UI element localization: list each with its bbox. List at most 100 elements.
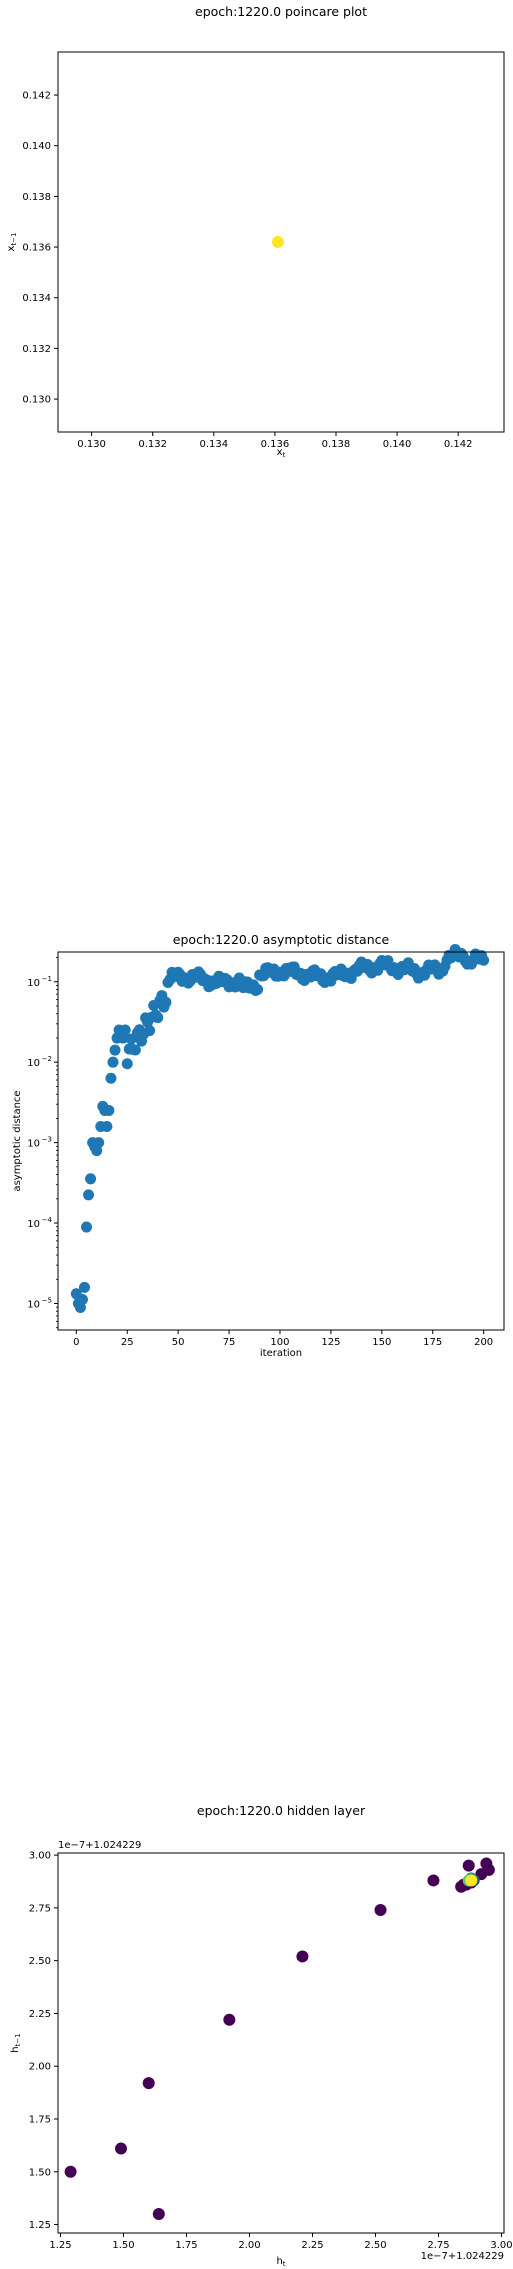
chart2-y-tick-label: 10: [27, 978, 40, 989]
chart2-point: [81, 1221, 93, 1233]
chart2-y-tick-label: 10: [27, 1219, 40, 1230]
chart2-point: [119, 1024, 131, 1036]
chart2-x-tick-label: 50: [172, 1337, 185, 1348]
chart3-point: [462, 1859, 475, 1872]
chart2-y-axis-label: asymptotic distance: [12, 1090, 23, 1191]
chart2-x-tick-label: 100: [270, 1337, 289, 1348]
chart1-x-tick-label: 0.134: [199, 439, 228, 450]
chart2-point: [105, 1072, 117, 1084]
chart3-y-tick-label: 3.00: [29, 1851, 51, 1862]
chart1-marks: [271, 236, 284, 248]
chart3-title: epoch:1220.0 hidden layer: [197, 1803, 366, 1818]
chart3-y-tick-label: 2.25: [29, 2009, 51, 2020]
chart3-y-tick-label: 1.50: [29, 2167, 51, 2178]
chart2-x-tick-label: 200: [474, 1337, 493, 1348]
chart1-x-tick-label: 0.130: [77, 439, 106, 450]
chart2-point: [252, 984, 264, 996]
chart3-x-tick-label: 2.00: [238, 2240, 260, 2251]
chart3-x-tick-label: 1.75: [175, 2240, 197, 2251]
chart2-point: [103, 1104, 115, 1116]
chart2-x-tick-label: 0: [73, 1337, 79, 1348]
chart2-x-tick-label: 175: [423, 1337, 442, 1348]
chart1-plot-frame: [57, 51, 505, 433]
chart2-x-ticks: 0 25 50 75 100 125 150 175 200: [73, 1330, 493, 1348]
chart1-x-tick-label: 0.136: [261, 439, 290, 450]
chart2-y-tick-exponent: −5: [42, 1296, 52, 1304]
chart3-y-axis-label: ht−1: [10, 2033, 22, 2052]
chart2-x-tick-label: 25: [121, 1337, 134, 1348]
chart3-x-tick-label: 3.00: [490, 2240, 512, 2251]
chart3-x-offset-label: 1e−7+1.024229: [421, 2251, 504, 2262]
chart2-y-tick-exponent: −2: [42, 1055, 52, 1063]
chart2-point: [101, 1121, 113, 1133]
chart3-y-tick-label: 2.00: [29, 2062, 51, 2073]
chart3-x-tick-label: 2.75: [427, 2240, 449, 2251]
chart2-y-tick-label: 10: [27, 1299, 40, 1310]
chart2-point: [121, 1058, 133, 1070]
chart2-x-tick-label: 75: [223, 1337, 236, 1348]
chart2-point: [478, 954, 490, 966]
chart2-y-tick-exponent: −1: [42, 975, 52, 983]
chart3-x-tick-label: 2.25: [301, 2240, 323, 2251]
chart1-title: epoch:1220.0 poincare plot: [195, 4, 367, 19]
chart1-x-tick-label: 0.142: [444, 439, 473, 450]
chart2-title: epoch:1220.0 asymptotic distance: [173, 932, 390, 947]
chart1-x-tick-label: 0.132: [138, 439, 167, 450]
chart1-y-tick-label: 0.140: [22, 141, 51, 152]
chart1-x-ticks: 0.130 0.132 0.134 0.136 0.138 0.140 0.142: [77, 432, 472, 450]
chart1-x-axis-label: xt: [277, 447, 286, 459]
chart2-point: [109, 1044, 121, 1056]
chart2-point: [76, 1293, 88, 1305]
chart3-y-tick-label: 2.50: [29, 1956, 51, 1967]
chart1-x-tick-label: 0.140: [383, 439, 412, 450]
chart1-y-tick-label: 0.130: [22, 395, 51, 406]
chart2-point: [83, 1189, 95, 1201]
chart3-point: [223, 2013, 236, 2026]
chart2-y-ticks: 10−510−410−310−210−1: [27, 957, 58, 1329]
chart1-y-ticks: 0.130 0.132 0.134 0.136 0.138 0.140 0.142: [22, 91, 58, 406]
chart3-point: [142, 2077, 155, 2090]
chart3-x-axis-label: ht: [276, 2256, 285, 2268]
chart3-y-offset-label: 1e−7+1.024229: [58, 1840, 141, 1851]
chart3-point: [427, 1874, 440, 1887]
chart3-point: [64, 2165, 77, 2178]
chart2-y-tick-label: 10: [27, 1058, 40, 1069]
chart3-y-tick-label: 1.75: [29, 2115, 51, 2126]
chart2-x-axis-label: iteration: [260, 1348, 302, 1359]
chart3-plot-frame: [57, 1852, 505, 2234]
chart2-point: [78, 1281, 90, 1293]
chart3-point: [465, 1874, 478, 1887]
chart1-y-tick-label: 0.142: [22, 91, 51, 102]
chart2-point: [107, 1056, 119, 1068]
chart2-marks: [70, 943, 490, 1313]
chart1-point: [271, 236, 284, 248]
chart2-y-tick-exponent: −3: [42, 1136, 52, 1144]
chart3-point: [114, 2142, 127, 2155]
chart1-y-tick-label: 0.132: [22, 344, 51, 355]
chart2-point: [93, 1137, 105, 1149]
chart2-point: [160, 996, 172, 1008]
chart3-y-tick-label: 1.25: [29, 2220, 51, 2231]
chart1-x-tick-label: 0.138: [322, 439, 351, 450]
chart3-x-tick-label: 1.25: [49, 2240, 71, 2251]
chart2-x-tick-label: 125: [321, 1337, 340, 1348]
chart2-point: [144, 1025, 156, 1037]
chart1-y-tick-label: 0.138: [22, 192, 51, 203]
chart2-point: [152, 1012, 164, 1024]
chart3-x-tick-label: 2.50: [364, 2240, 386, 2251]
chart1-y-tick-label: 0.134: [22, 293, 51, 304]
chart3-y-ticks: 1.25 1.50 1.75 2.00 2.25 2.50 2.75 3.00: [29, 1851, 58, 2231]
chart2-x-tick-label: 150: [372, 1337, 391, 1348]
chart1-y-tick-label: 0.136: [22, 243, 51, 254]
chart3-y-tick-label: 2.75: [29, 1903, 51, 1914]
chart3-point: [152, 2208, 165, 2220]
chart3-x-tick-label: 1.50: [112, 2240, 134, 2251]
poincare-chart: epoch:1220.0 poincare plot 0.130 0.132 0.1…: [6, 4, 505, 459]
chart3-x-ticks: 1.25 1.50 1.75 2.00 2.25 2.50 2.75 3.00: [49, 2233, 513, 2251]
chart2-point: [85, 1173, 97, 1185]
chart3-point: [296, 1950, 309, 1963]
chart3-point: [374, 1904, 387, 1916]
asymptotic-distance-chart: epoch:1220.0 asymptotic distance 0 25 50 75…: [12, 932, 505, 1359]
chart2-y-tick-exponent: −4: [42, 1216, 53, 1224]
